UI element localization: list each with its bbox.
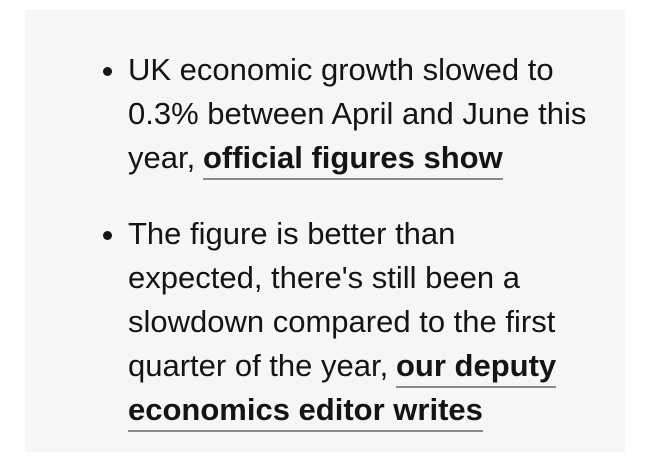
summary-list: UK economic growth slowed to 0.3% betwee… (103, 48, 593, 464)
page: Summary {"summary": {"items": [ {"text":… (25, 10, 625, 452)
body: UK economic growth slowed to 0.3% betwee… (25, 10, 625, 452)
item-link[interactable]: our deputy economics editor writes (128, 348, 557, 432)
summary-item: The figure is better than expected, ther… (103, 212, 593, 432)
item-text: The figure is better than expected, ther… (128, 216, 556, 383)
summary-box: UK economic growth slowed to 0.3% betwee… (25, 10, 625, 452)
item-link[interactable]: official figures show (202, 140, 503, 180)
summary-item: UK economic growth slowed to 0.3% betwee… (103, 48, 593, 180)
item-text: UK economic growth slowed to 0.3% betwee… (128, 52, 587, 175)
bullet (103, 67, 112, 76)
bullet (103, 231, 112, 240)
